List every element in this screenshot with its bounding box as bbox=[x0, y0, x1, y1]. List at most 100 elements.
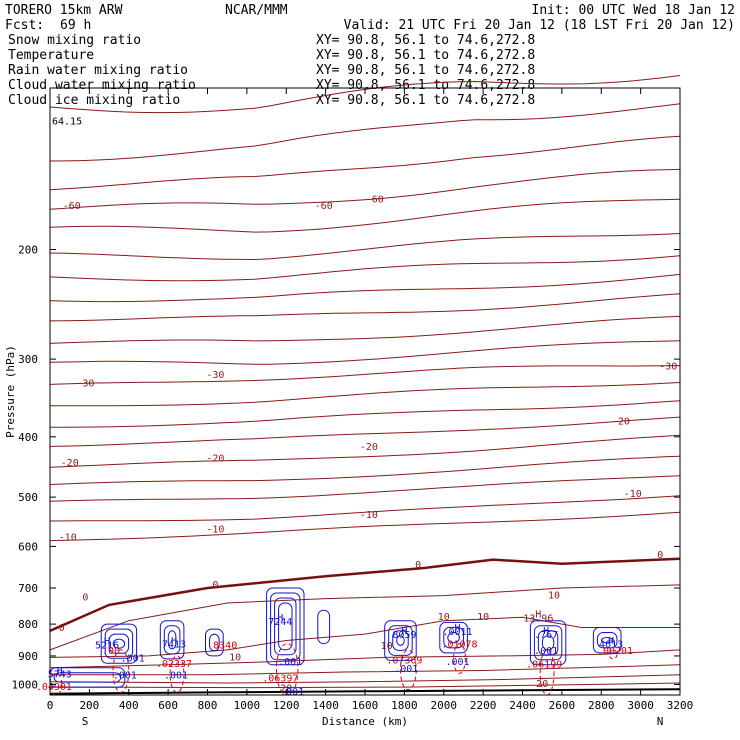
isotherm-line bbox=[49, 255, 681, 282]
rain-water-contour bbox=[112, 649, 130, 693]
isotherm-label: -20 bbox=[61, 458, 79, 469]
freezing-level-line bbox=[49, 557, 681, 632]
cloud-max-label: 7244 bbox=[268, 617, 292, 628]
y-tick-label: 500 bbox=[18, 491, 38, 504]
cloud-water-contour bbox=[529, 620, 567, 666]
rain-max-label: .07369 bbox=[386, 655, 422, 666]
isotherm-line bbox=[49, 233, 681, 261]
isotherm-line bbox=[49, 584, 681, 651]
x-tick-label: 600 bbox=[158, 699, 178, 712]
rain-max-label: .06397 bbox=[262, 674, 298, 685]
isotherm-line bbox=[49, 273, 681, 303]
cloud-water-contour bbox=[209, 633, 220, 652]
cloud-water-contour bbox=[278, 602, 293, 651]
isotherm-line bbox=[49, 293, 681, 322]
x-tick-label: 2600 bbox=[549, 699, 576, 712]
isotherm-label: -20 bbox=[612, 416, 630, 427]
isotherm-label: 10 bbox=[381, 641, 393, 652]
xsec-line-2: XY= 90.8, 56.1 to 74.6,272.8 bbox=[316, 48, 535, 63]
rain-max-label: .00201 bbox=[597, 646, 633, 657]
model-title: TORERO 15km ARW bbox=[5, 3, 123, 18]
isotherm-line bbox=[50, 382, 681, 407]
cloud-max-marker: H bbox=[57, 666, 63, 677]
isotherm-label: -20 bbox=[206, 453, 224, 464]
cloud-water-contour bbox=[392, 630, 409, 651]
x-tick-label: 1600 bbox=[352, 699, 379, 712]
rain-max-label: .01078 bbox=[441, 640, 477, 651]
cloud-max-label: 4613 bbox=[599, 640, 623, 651]
cloud-water-contour bbox=[447, 631, 460, 644]
isotherm-label: -60 bbox=[366, 194, 384, 205]
north-label: N bbox=[657, 715, 664, 728]
contour-labels: -60 -60 -60 -30 -30 -30 -20 -20 -20 -20 -10 -10 -10 -… bbox=[36, 117, 677, 698]
isotherm-line bbox=[49, 495, 681, 522]
cloud-water-contour bbox=[266, 587, 305, 666]
legend-cloud-ice: Cloud ice mixing ratio bbox=[8, 93, 180, 108]
x-tick-label: 1000 bbox=[234, 699, 261, 712]
rain-water-contour bbox=[453, 643, 466, 674]
isotherm-line bbox=[50, 664, 681, 676]
x-tick-label: 2000 bbox=[431, 699, 458, 712]
legend-temperature: Temperature bbox=[8, 48, 94, 63]
isotherm-label: H bbox=[535, 609, 541, 620]
isotherm-line bbox=[50, 400, 681, 428]
init-time: Init: 00 UTC Wed 18 Jan 12 bbox=[532, 3, 736, 18]
contour-value-label: .001 bbox=[534, 646, 558, 657]
isotherm-line bbox=[49, 135, 681, 191]
xsec-line-4: XY= 90.8, 56.1 to 74.6,272.8 bbox=[316, 78, 535, 93]
cloud-max-marker: H bbox=[104, 637, 110, 648]
isotherm-line bbox=[49, 340, 681, 365]
legend-rain: Rain water mixing ratio bbox=[8, 63, 188, 78]
cloud-water-contour bbox=[592, 627, 622, 654]
y-tick-label: 700 bbox=[18, 582, 38, 595]
isotherm-label: 10 bbox=[477, 612, 489, 623]
isotherm-label: -10 bbox=[206, 525, 224, 536]
x-tick-label: 1400 bbox=[312, 699, 339, 712]
isotherm-label: -60 bbox=[315, 201, 333, 212]
rain-water-contour bbox=[608, 649, 618, 660]
y-tick-label: 800 bbox=[18, 618, 38, 631]
cloud-max-marker: H bbox=[277, 613, 283, 624]
cloud-water-contour bbox=[596, 632, 618, 649]
isotherm-line bbox=[49, 682, 681, 689]
cloud-max-label: 8059 bbox=[392, 630, 416, 641]
isotherm-label: -30 bbox=[76, 379, 94, 390]
rain-max-label: .02337 bbox=[156, 659, 192, 670]
rain-max-label: .04901 bbox=[36, 682, 72, 693]
cloud-max-label: .767 bbox=[534, 630, 558, 641]
legend-cloud-water: Cloud water mixing ratio bbox=[8, 78, 196, 93]
isotherm-label: 10 bbox=[229, 653, 241, 664]
rain-water-contour bbox=[49, 672, 63, 696]
rain-max-label: .06199 bbox=[526, 660, 562, 671]
cloud-max-label: .0011 bbox=[442, 627, 472, 638]
isotherm-line bbox=[49, 674, 681, 684]
cloud-water-contour bbox=[270, 592, 301, 661]
temperature-isotherms bbox=[49, 75, 681, 695]
cloud-water-contours bbox=[49, 587, 622, 688]
cloud-max-marker: H bbox=[454, 623, 460, 634]
contour-value-label: .001 bbox=[394, 664, 418, 675]
x-tick-label: 1200 bbox=[273, 699, 300, 712]
cloud-water-contour bbox=[541, 635, 555, 651]
isotherm-line bbox=[49, 198, 681, 233]
contour-value-label: .001 bbox=[164, 670, 188, 681]
x-tick-label: 1800 bbox=[391, 699, 418, 712]
cloud-water-contour bbox=[112, 638, 126, 649]
x-tick-label: 2800 bbox=[588, 699, 615, 712]
contour-value-label: .001 bbox=[121, 653, 145, 664]
contour-value-label: .001 bbox=[113, 670, 137, 681]
cloud-water-contour bbox=[104, 628, 134, 659]
cloud-water-contour bbox=[600, 637, 614, 644]
y-axis-label: Pressure (hPa) bbox=[4, 345, 17, 438]
xsec-line-3: XY= 90.8, 56.1 to 74.6,272.8 bbox=[316, 63, 535, 78]
xsec-line-5: XY= 90.8, 56.1 to 74.6,272.8 bbox=[316, 93, 535, 108]
x-tick-label: 2200 bbox=[470, 699, 497, 712]
y-tick-label: 600 bbox=[18, 540, 38, 553]
isotherm-line bbox=[49, 616, 680, 658]
cloud-max-marker: H bbox=[608, 636, 614, 647]
x-tick-label: 2400 bbox=[509, 699, 536, 712]
rain-max-label: .00 bbox=[102, 646, 120, 657]
rain-water-contour bbox=[399, 649, 417, 691]
x-tick-label: 800 bbox=[198, 699, 218, 712]
